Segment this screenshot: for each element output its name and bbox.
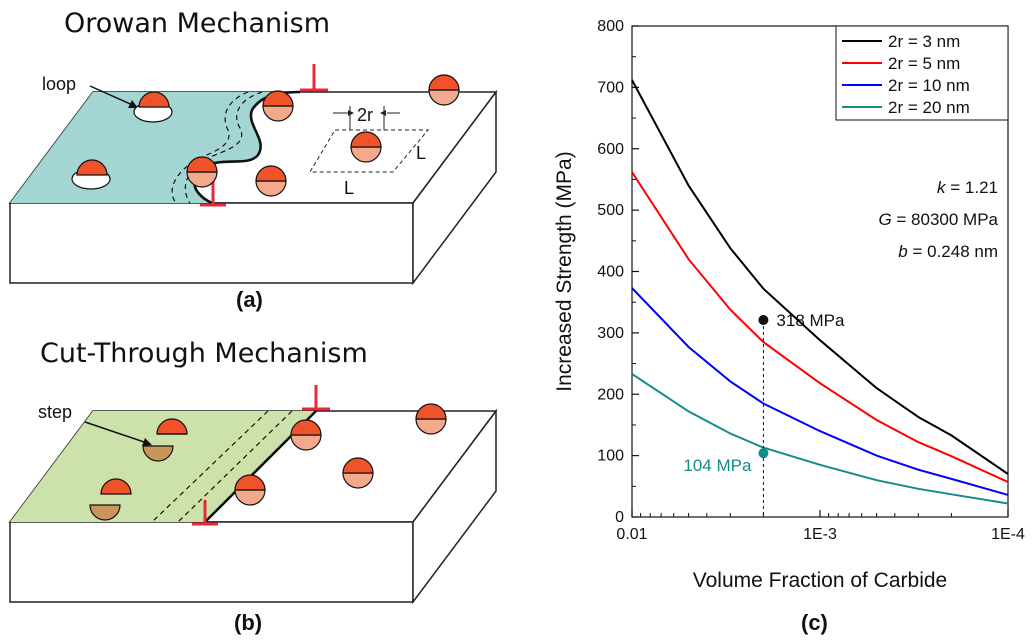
parameter-label: b = 0.248 nm	[898, 242, 998, 261]
particle	[342, 457, 374, 489]
particle	[290, 419, 322, 451]
cut-through-diagram: step	[8, 385, 498, 605]
y-tick-label: 200	[597, 386, 624, 403]
series-line	[631, 171, 1009, 483]
y-tick-label: 700	[597, 79, 624, 96]
y-axis-label: Increased Strength (MPa)	[553, 151, 576, 391]
spacing-label: 2r	[357, 105, 373, 125]
orowan-diagram: 2r L L loop	[8, 64, 498, 286]
particle	[142, 418, 188, 462]
y-tick-label: 500	[597, 202, 624, 219]
annotation-point	[758, 448, 769, 459]
particle	[262, 90, 294, 122]
y-tick-label: 100	[597, 448, 624, 465]
legend-label: 2r = 5 nm	[888, 54, 960, 73]
panel-a-label: (a)	[236, 287, 263, 312]
strength-chart: 0 100 200 300 400 500 600 700 800 0.01 1E-3 1E-4 Vol…	[553, 18, 1025, 592]
particle	[89, 478, 132, 521]
particle	[71, 159, 111, 190]
y-tick-label: 400	[597, 264, 624, 281]
parameter-label: G = 80300 MPa	[878, 210, 998, 229]
annotation-label: 104 MPa	[683, 456, 752, 475]
l-label-side: L	[416, 143, 426, 163]
particle	[255, 165, 287, 197]
legend-label: 2r = 3 nm	[888, 32, 960, 51]
cut-through-title: Cut-Through Mechanism	[40, 338, 368, 369]
panel-b-label: (b)	[234, 610, 263, 635]
particle	[234, 474, 266, 506]
dislocation-line	[193, 90, 301, 205]
y-tick-label: 0	[615, 509, 624, 526]
series-line	[631, 287, 1009, 496]
y-tick-label: 800	[597, 18, 624, 35]
y-tick-label: 600	[597, 141, 624, 158]
orowan-title: Orowan Mechanism	[64, 8, 330, 39]
x-tick-label: 0.01	[616, 526, 647, 543]
particle	[428, 74, 460, 106]
x-tick-label: 1E-4	[991, 526, 1025, 543]
series-line	[631, 373, 1009, 505]
panel-c-label: (c)	[801, 610, 828, 635]
parameter-label: k = 1.21	[937, 178, 998, 197]
particle	[350, 131, 382, 163]
step-label: step	[38, 402, 72, 422]
annotation-label: 318 MPa	[776, 311, 845, 330]
x-tick-label: 1E-3	[803, 526, 837, 543]
legend-label: 2r = 20 nm	[888, 98, 970, 117]
l-label-bottom: L	[344, 178, 354, 198]
particle	[415, 403, 447, 435]
annotation-point	[758, 314, 769, 325]
series-line	[631, 79, 1009, 475]
particle	[186, 156, 218, 188]
y-tick-label: 300	[597, 325, 624, 342]
particle	[133, 91, 173, 123]
legend-label: 2r = 10 nm	[888, 76, 970, 95]
loop-label: loop	[42, 74, 76, 94]
x-axis-label: Volume Fraction of Carbide	[693, 569, 947, 592]
